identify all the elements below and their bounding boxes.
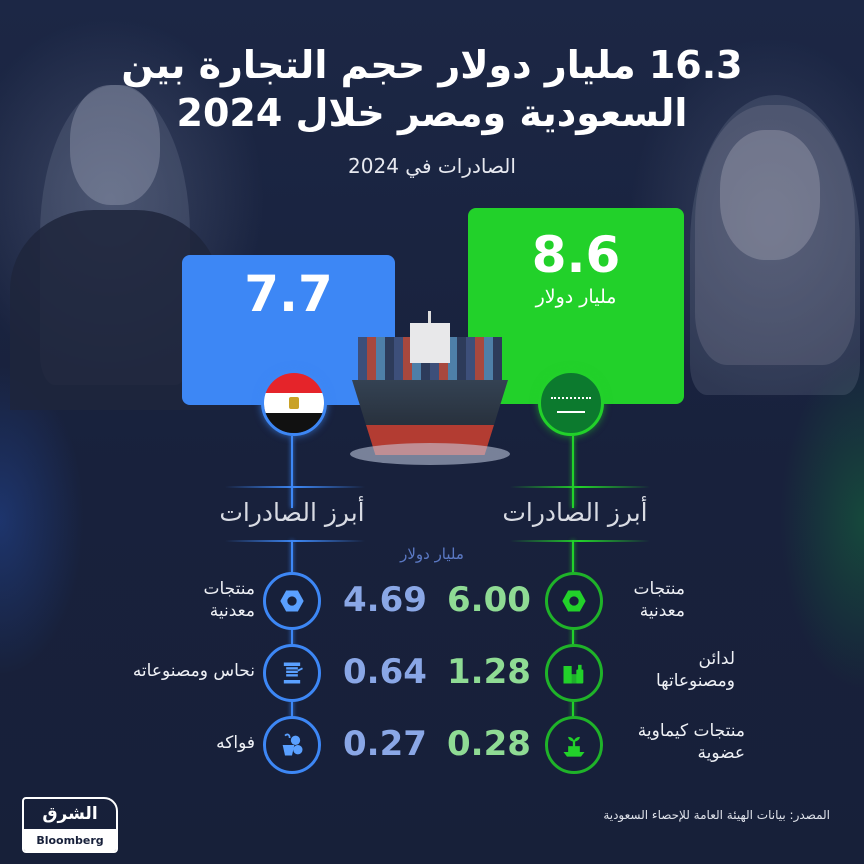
title-line-2: السعودية ومصر خلال 2024 [176,91,688,135]
title-line-1: 16.3 مليار دولار حجم التجارة بين [121,43,743,87]
egypt-product-label: فواكه [216,733,255,753]
saudi-leader-portrait [690,95,860,395]
plastic-products-icon [545,644,603,702]
egypt-product-label: منتجات معدنية [203,579,255,621]
saudi-divider-top [510,486,650,488]
units-label: مليار دولار [400,545,464,563]
logo-arabic: الشرق [42,804,98,824]
asharq-bloomberg-logo: الشرق Bloomberg [22,797,118,853]
saudi-product-label: منتجات معدنية [633,579,685,621]
subtitle: الصادرات في 2024 [348,154,516,178]
egypt-divider-top [225,486,365,488]
source-note: المصدر: بيانات الهيئة العامة للإحصاء الس… [603,808,830,822]
saudi-product-value: 0.28 [447,724,531,764]
saudi-product-value: 1.28 [447,652,531,692]
saudi-flag-icon [538,370,604,436]
saudi-divider-bottom [510,540,650,542]
egypt-divider-bottom [225,540,365,542]
saudi-top-exports-heading: أبرز الصادرات [502,498,648,527]
egypt-product-value: 4.69 [343,580,427,620]
hex-nut-icon [545,572,603,630]
saudi-export-value: 8.6 [531,226,621,284]
fruit-basket-icon [263,716,321,774]
saudi-product-label: منتجات كيماوية عضوية [637,721,745,763]
egypt-export-value: 7.7 [244,265,333,323]
egypt-flag-icon [261,370,327,436]
container-ship-icon [350,311,510,465]
logo-english: Bloomberg [24,829,116,851]
egypt-top-exports-heading: أبرز الصادرات [219,498,365,527]
egypt-product-value: 0.64 [343,652,427,692]
saudi-product-label: لدائن ومصنوعاتها [655,649,735,691]
egypt-product-label: نحاس ومصنوعاته [132,661,255,681]
egypt-product-value: 0.27 [343,724,427,764]
copper-spool-icon [263,644,321,702]
saudi-product-value: 6.00 [447,580,531,620]
saudi-export-unit: مليار دولار [535,286,617,308]
plant-in-hand-icon [545,716,603,774]
egypt-connector [291,436,293,508]
saudi-connector [572,436,574,508]
hex-nut-icon [263,572,321,630]
